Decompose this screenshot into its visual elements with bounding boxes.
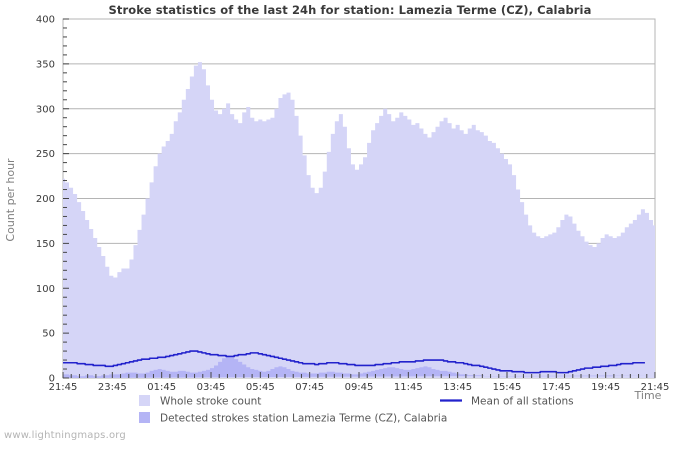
x-tick-label: 03:45 xyxy=(197,382,226,393)
x-tick-label: 21:45 xyxy=(49,382,78,393)
y-tick-label: 250 xyxy=(36,149,55,160)
area-series-group xyxy=(63,62,655,378)
x-tick-label: 21:45 xyxy=(641,382,670,393)
y-tick-label: 50 xyxy=(42,329,55,340)
x-tick-label: 01:45 xyxy=(147,382,176,393)
x-tick-label: 23:45 xyxy=(98,382,127,393)
legend: Whole stroke count Detected strokes stat… xyxy=(139,395,574,425)
y-axis-ticks xyxy=(63,18,69,379)
y-tick-label: 400 xyxy=(36,15,55,26)
x-tick-label: 07:45 xyxy=(295,382,324,393)
legend-label-mean-of-all-stations: Mean of all stations xyxy=(471,396,574,408)
y-axis-title: Count per hour xyxy=(4,158,17,242)
x-tick-label: 15:45 xyxy=(493,382,522,393)
y-tick-label: 200 xyxy=(36,194,55,205)
y-tick-label: 350 xyxy=(36,59,55,70)
x-tick-label: 09:45 xyxy=(345,382,374,393)
x-axis-title: Time xyxy=(634,389,662,402)
legend-label-whole-stroke-count: Whole stroke count xyxy=(160,396,261,408)
y-tick-label: 150 xyxy=(36,239,55,250)
y-tick-label: 0 xyxy=(49,374,55,385)
watermark: www.lightningmaps.org xyxy=(4,430,126,441)
x-axis-tick-labels: 21:45 23:45 01:45 03:45 05:45 07:45 09:45 11:45… xyxy=(49,382,670,393)
x-tick-label: 13:45 xyxy=(443,382,472,393)
x-tick-label: 11:45 xyxy=(394,382,423,393)
legend-swatch-detected-strokes xyxy=(139,412,150,423)
x-tick-label: 05:45 xyxy=(246,382,275,393)
area-series xyxy=(63,356,653,378)
legend-label-detected-strokes: Detected strokes station Lamezia Terme (… xyxy=(160,413,447,425)
x-tick-label: 17:45 xyxy=(542,382,571,393)
line-series-group xyxy=(63,350,645,374)
legend-swatch-whole-stroke-count xyxy=(139,395,150,406)
y-axis-tick-labels: 0 50 100 150 200 250 300 350 400 xyxy=(36,15,55,385)
area-series xyxy=(63,62,655,378)
x-axis-ticks xyxy=(62,372,656,378)
y-tick-label: 300 xyxy=(36,104,55,115)
y-tick-label: 100 xyxy=(36,284,55,295)
x-tick-label: 19:45 xyxy=(591,382,620,393)
chart-title: Stroke statistics of the last 24h for st… xyxy=(108,3,592,17)
line-series xyxy=(63,350,645,374)
